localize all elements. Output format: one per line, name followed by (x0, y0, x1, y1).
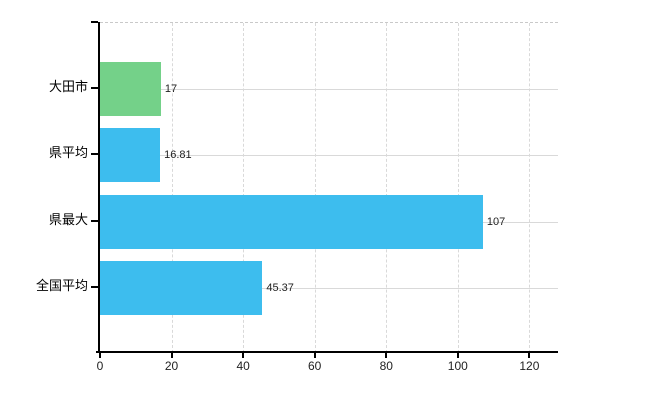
x-axis-tick-label: 60 (308, 359, 322, 373)
bar-4 (100, 260, 263, 315)
x-axis-tick-label: 40 (236, 359, 250, 373)
category-tick (91, 285, 98, 288)
x-axis-tick (313, 353, 316, 358)
bar-2 (100, 128, 161, 183)
vertical-gridline (314, 23, 316, 353)
category-tick (91, 219, 98, 222)
x-axis-tick (385, 353, 388, 358)
x-axis-tick (99, 353, 101, 358)
x-axis-tick-label: 120 (519, 359, 540, 373)
vertical-gridline (243, 23, 245, 353)
x-axis-line (96, 351, 558, 353)
category-label: 大田市 (48, 79, 88, 95)
category-label: 県最大 (48, 211, 88, 227)
bar-value-label: 17 (164, 83, 178, 96)
bar-value-label: 16.81 (164, 149, 192, 162)
vertical-gridline (457, 23, 459, 353)
bar-3 (100, 194, 483, 249)
horizontal-gridline (100, 155, 558, 157)
vertical-gridline (171, 23, 173, 353)
x-axis-tick (528, 353, 531, 358)
bar-1 (100, 62, 161, 117)
horizontal-gridline (100, 89, 558, 91)
plot-area: 17 16.81 107 45.37 (100, 22, 558, 353)
y-axis-top-cap (91, 21, 98, 23)
x-axis-tick-label: 80 (379, 359, 393, 373)
category-label: 県平均 (48, 145, 88, 161)
x-axis-tick-label: 100 (447, 359, 468, 373)
category-label: 全国平均 (35, 277, 88, 293)
x-axis-tick-label: 0 (96, 359, 104, 373)
bar-value-label: 45.37 (266, 281, 294, 294)
vertical-gridline (386, 23, 388, 353)
category-tick (91, 153, 98, 156)
bar-value-label: 107 (486, 215, 506, 228)
x-axis-tick-label: 20 (164, 359, 179, 373)
vertical-gridline (529, 23, 531, 353)
y-axis-line (98, 22, 100, 353)
category-tick (91, 87, 98, 90)
horizontal-gridline (100, 287, 558, 289)
x-axis-tick (456, 353, 459, 358)
x-axis-tick (170, 353, 173, 358)
x-axis-tick (242, 353, 245, 358)
